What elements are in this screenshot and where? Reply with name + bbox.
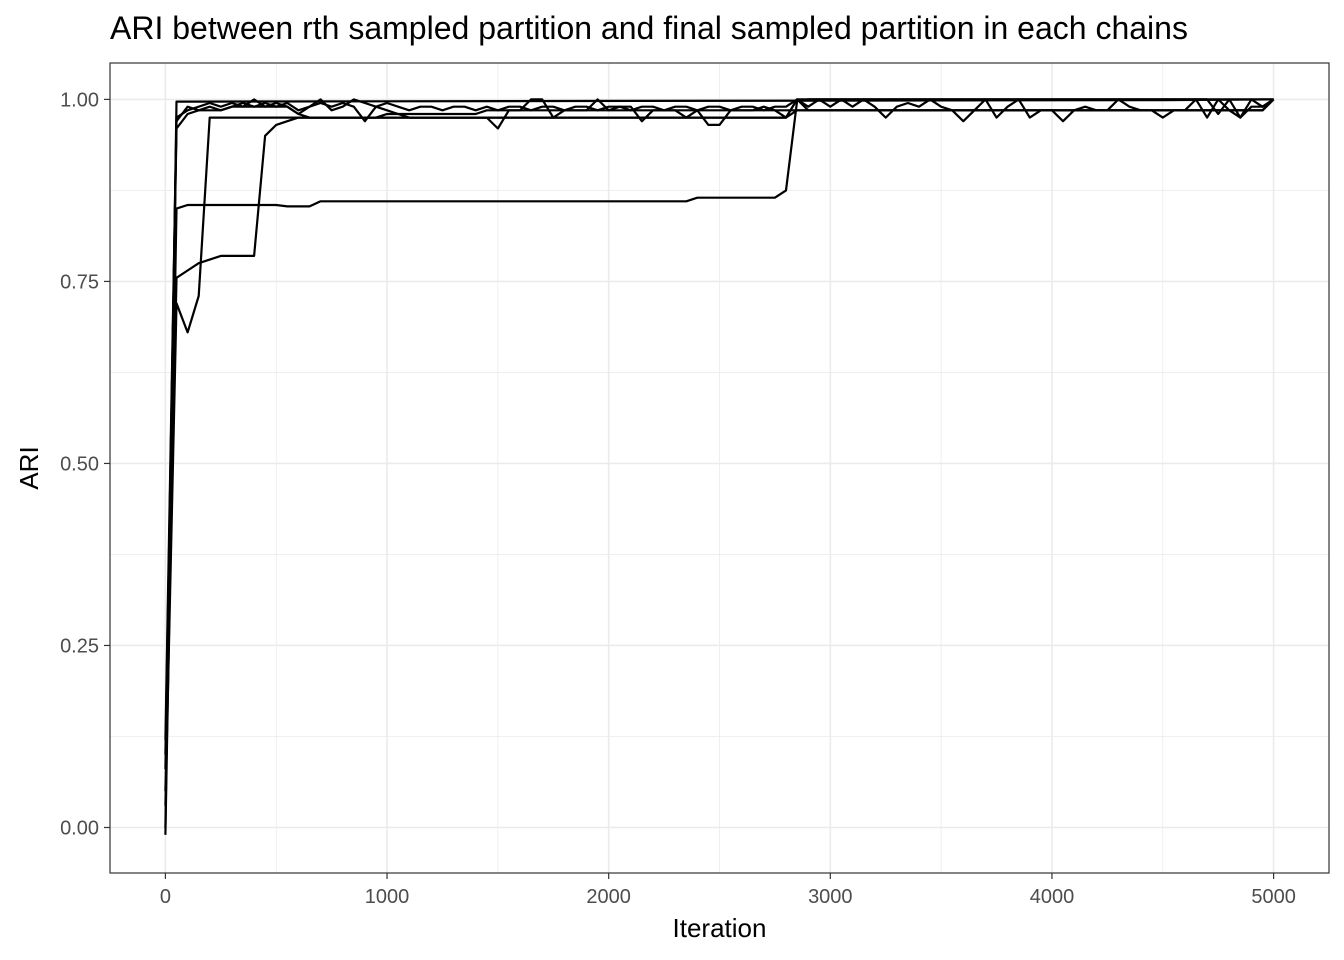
y-tick-label: 0.50 [60, 453, 99, 475]
x-tick-label: 4000 [1030, 886, 1075, 908]
x-tick-label: 0 [160, 886, 171, 908]
x-tick-label: 5000 [1251, 886, 1296, 908]
panel-border [109, 62, 1330, 874]
x-tick-label: 3000 [808, 886, 853, 908]
series-line-7 [164, 98, 1274, 835]
series-line-6 [164, 98, 1275, 792]
y-tick-label: 0.75 [60, 271, 99, 293]
chart-title: ARI between rth sampled partition and fi… [110, 10, 1188, 46]
x-tick-label: 1000 [365, 886, 410, 908]
series-line-4 [164, 98, 1275, 741]
y-axis: 0.00 0.25 0.50 0.75 1.00 [60, 89, 110, 839]
x-axis-title: Iteration [673, 913, 767, 943]
series-layer [164, 98, 1275, 835]
y-tick-label: 1.00 [60, 89, 99, 111]
x-tick-label: 2000 [586, 886, 631, 908]
y-axis-title: ARI [14, 446, 44, 489]
x-axis: 0 1000 2000 3000 4000 5000 [160, 873, 1296, 908]
y-tick-label: 0.25 [60, 635, 99, 657]
y-tick-label: 0.00 [60, 817, 99, 839]
minor-gridlines [110, 63, 1329, 873]
